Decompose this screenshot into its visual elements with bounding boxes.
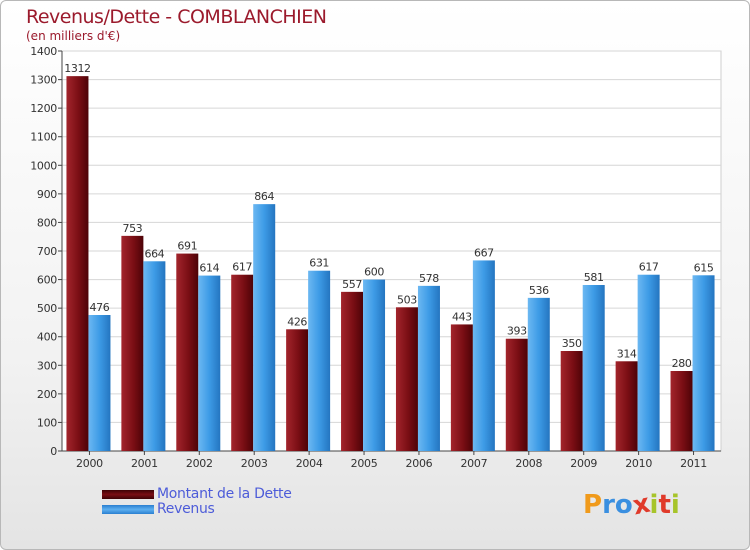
bar-value-label: 664 — [144, 247, 164, 260]
bar-dette — [505, 338, 528, 451]
legend-label-dette: Montant de la Dette — [157, 486, 292, 502]
x-tick-label: 2008 — [515, 457, 542, 470]
x-tick-label: 2000 — [76, 457, 103, 470]
bar-revenus — [253, 204, 276, 451]
chart-title: Revenus/Dette - COMBLANCHIEN — [26, 6, 327, 28]
logo-letter: r — [602, 490, 615, 520]
bar-value-label: 350 — [562, 337, 582, 350]
bar-revenus — [472, 260, 495, 451]
bar-revenus — [308, 270, 331, 451]
y-tick-label: 900 — [37, 188, 57, 201]
bar-value-label: 503 — [397, 293, 417, 306]
logo-letter: o — [614, 490, 633, 520]
y-tick-label: 100 — [37, 416, 57, 429]
bar-dette — [66, 76, 89, 452]
x-tick-label: 2004 — [296, 457, 323, 470]
bar-value-label: 393 — [507, 325, 527, 338]
bar-value-label: 426 — [287, 315, 307, 328]
chart-subtitle: (en milliers d'€) — [26, 29, 121, 43]
logo-letter: t — [658, 490, 671, 520]
bar-dette — [341, 291, 364, 451]
bar-dette — [176, 253, 199, 451]
logo-letter: P — [583, 490, 603, 520]
bar-revenus — [88, 315, 111, 451]
bar-value-label: 314 — [617, 347, 637, 360]
bar-value-label: 600 — [364, 266, 384, 279]
x-tick-label: 2011 — [680, 457, 707, 470]
legend-swatch-revenus — [102, 505, 154, 514]
y-tick-label: 400 — [37, 331, 57, 344]
y-tick-label: 800 — [37, 216, 57, 229]
bar-dette — [286, 329, 309, 451]
bar-value-label: 1312 — [64, 62, 90, 75]
bar-revenus — [527, 297, 550, 451]
bar-value-label: 617 — [639, 261, 659, 274]
bar-value-label: 578 — [419, 272, 439, 285]
y-tick-label: 1100 — [30, 131, 57, 144]
bar-value-label: 631 — [309, 257, 329, 270]
logo-letter: i — [670, 490, 680, 520]
bar-value-label: 753 — [122, 222, 142, 235]
x-tick-label: 2007 — [460, 457, 487, 470]
bar-dette — [560, 351, 583, 451]
y-tick-label: 1400 — [30, 45, 57, 58]
bar-dette — [615, 361, 638, 451]
x-tick-label: 2010 — [625, 457, 652, 470]
logo-letter: i — [649, 490, 659, 520]
x-tick-label: 2005 — [351, 457, 378, 470]
y-tick-label: 600 — [37, 274, 57, 287]
y-tick-label: 500 — [37, 302, 57, 315]
y-tick-label: 300 — [37, 359, 57, 372]
bar-revenus — [198, 275, 221, 451]
bar-dette — [231, 274, 254, 451]
bar-value-label: 581 — [584, 271, 604, 284]
x-tick-label: 2003 — [241, 457, 268, 470]
bar-value-label: 476 — [90, 301, 110, 314]
x-tick-label: 2001 — [131, 457, 158, 470]
bar-dette — [395, 307, 418, 451]
bar-revenus — [582, 285, 605, 451]
bar-value-label: 280 — [672, 357, 692, 370]
bar-dette — [450, 324, 473, 451]
bar-revenus — [143, 261, 166, 451]
proxiti-logo: Proxiti — [583, 489, 680, 522]
bar-value-label: 667 — [474, 246, 494, 259]
bar-value-label: 615 — [694, 261, 714, 274]
bar-value-label: 617 — [232, 261, 252, 274]
x-tick-label: 2009 — [570, 457, 597, 470]
y-tick-label: 1200 — [30, 102, 57, 115]
bar-value-label: 691 — [177, 240, 197, 253]
bar-revenus — [363, 279, 386, 451]
bar-revenus — [417, 285, 440, 451]
y-tick-label: 0 — [50, 445, 57, 458]
bar-value-label: 443 — [452, 310, 472, 323]
x-tick-label: 2002 — [186, 457, 213, 470]
y-tick-label: 200 — [37, 388, 57, 401]
bar-dette — [121, 235, 144, 451]
bar-dette — [670, 371, 693, 451]
x-tick-label: 2006 — [406, 457, 433, 470]
bar-value-label: 536 — [529, 284, 549, 297]
bar-revenus — [692, 275, 715, 451]
y-tick-label: 700 — [37, 245, 57, 258]
bar-revenus — [637, 274, 660, 451]
legend-label-revenus: Revenus — [157, 501, 215, 517]
bar-value-label: 614 — [199, 262, 219, 275]
legend-swatch-dette — [102, 490, 154, 499]
bar-value-label: 864 — [254, 190, 274, 203]
y-tick-label: 1000 — [30, 159, 57, 172]
y-tick-label: 1300 — [30, 74, 57, 87]
bar-value-label: 557 — [342, 278, 362, 291]
